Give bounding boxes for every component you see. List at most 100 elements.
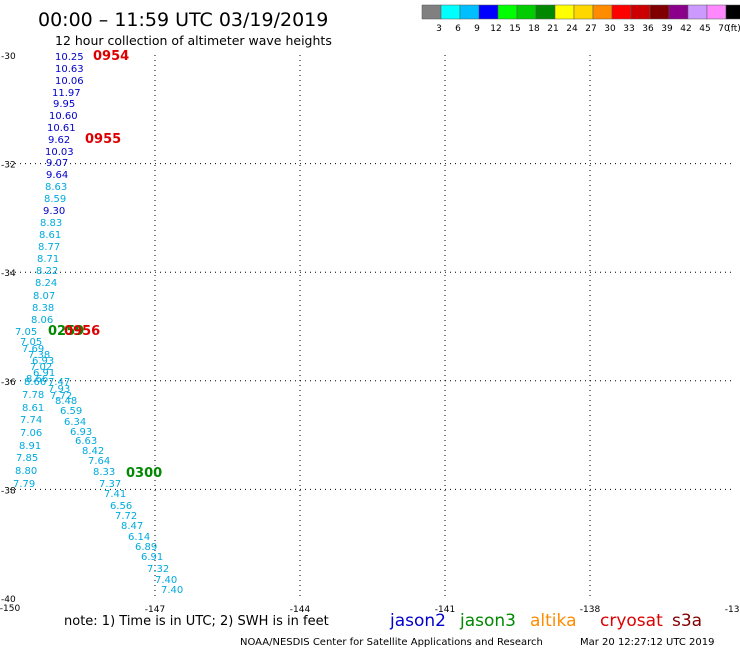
satellite-legend-item: cryosat — [600, 611, 663, 631]
satellite-legend-item: jason2 — [389, 611, 446, 631]
wave-height-label: 8.47 — [121, 521, 143, 532]
legend-label: 39 — [661, 24, 673, 34]
wave-height-label: 9.64 — [46, 170, 68, 181]
lon-tick-label: -138 — [580, 605, 601, 615]
wave-height-label: 8.33 — [93, 467, 115, 478]
page-title: 00:00 – 11:59 UTC 03/19/2019 — [38, 9, 328, 31]
legend-swatch — [421, 4, 442, 20]
wave-height-label: 10.03 — [45, 147, 74, 158]
wave-height-label: 8.77 — [38, 242, 60, 253]
wave-height-label: 7.69 — [22, 344, 44, 355]
legend-swatch — [630, 4, 651, 20]
wave-height-label: 6.14 — [128, 532, 150, 543]
lat-tick-label: -36 — [1, 378, 16, 388]
wave-height-label: 7.79 — [13, 479, 35, 490]
footer-timestamp: Mar 20 12:27:12 UTC 2019 — [580, 637, 715, 648]
legend-swatch — [687, 4, 708, 20]
wave-height-label: 7.06 — [20, 428, 42, 439]
wave-height-label: 6.91 — [141, 552, 163, 563]
wave-height-labels: 10.2510.6310.0611.979.9510.6010.619.6210… — [13, 52, 183, 596]
wave-height-label: 7.64 — [88, 456, 110, 467]
wave-height-label: 8.06 — [31, 315, 53, 326]
wave-height-label: 7.02 — [30, 362, 52, 373]
legend-label: 27 — [585, 24, 596, 34]
legend-swatch — [592, 4, 613, 20]
satellite-legend-item: s3a — [672, 611, 702, 631]
wave-height-label: 8.66 — [24, 377, 46, 388]
lat-tick-label: -30 — [1, 52, 16, 62]
legend-label: 6 — [455, 24, 461, 34]
wave-height-label: 7.72 — [50, 391, 72, 402]
pass-time-label: 0259 — [48, 324, 84, 339]
wave-height-label: 7.41 — [104, 489, 126, 500]
pass-time-label: 0954 — [93, 49, 129, 64]
wave-height-label: 10.63 — [55, 64, 84, 75]
footer-credit: NOAA/NESDIS Center for Satellite Applica… — [240, 637, 543, 648]
wave-height-label: 8.63 — [45, 182, 67, 193]
wave-height-label: 6.59 — [60, 406, 82, 417]
lon-tick-label: -141 — [435, 605, 455, 615]
wave-height-label: 7.93 — [48, 384, 70, 395]
lon-tick-label: -144 — [290, 605, 311, 615]
legend-swatch — [573, 4, 594, 20]
wave-height-label: 6.93 — [70, 427, 92, 438]
legend-label: 15 — [509, 24, 520, 34]
wave-height-label: 8.83 — [40, 218, 62, 229]
wave-height-label: 6.63 — [75, 436, 97, 447]
wave-height-label: 6.93 — [32, 356, 54, 367]
legend-label: 70 — [718, 24, 730, 34]
wave-height-label: 8.59 — [44, 194, 66, 205]
wave-height-label: 7.05 — [15, 327, 37, 338]
wave-height-label: 10.61 — [47, 123, 76, 134]
wave-height-label: 10.06 — [55, 76, 84, 87]
pass-time-label: 0300 — [126, 466, 162, 481]
wave-height-label: 7.74 — [20, 415, 42, 426]
wave-height-label: 7.38 — [28, 350, 50, 361]
legend-label: 45 — [699, 24, 710, 34]
wave-height-label: 7.78 — [22, 390, 44, 401]
wave-height-label: 7.32 — [147, 564, 169, 575]
legend-swatch — [649, 4, 670, 20]
wave-height-label: 7.72 — [115, 511, 137, 522]
legend-swatch — [706, 4, 727, 20]
legend-label: 21 — [547, 24, 558, 34]
legend-swatch — [478, 4, 499, 20]
wave-height-label: 8.42 — [82, 446, 104, 457]
wave-height-label: 8.66 — [26, 374, 48, 385]
wave-height-label: 6.91 — [33, 368, 55, 379]
lon-tick-label: -135 — [725, 605, 740, 615]
wave-height-label: 8.61 — [39, 230, 61, 241]
color-scale-legend: 3 6 9 12 15 18 21 24 27 30 33 36 39 42 45 70(ft) — [421, 4, 740, 34]
page-subtitle: 12 hour collection of altimeter wave hei… — [55, 33, 332, 48]
legend-label: 30 — [604, 24, 616, 34]
legend-swatch — [554, 4, 575, 20]
legend-swatch — [611, 4, 632, 20]
wave-height-label: 8.38 — [32, 303, 54, 314]
wave-height-label: 9.07 — [46, 158, 68, 169]
legend-label: 9 — [474, 24, 480, 34]
wave-height-label: 7.40 — [161, 585, 183, 596]
wave-height-label: 8.61 — [22, 403, 44, 414]
map-grid — [10, 55, 735, 598]
wave-height-label: 8.07 — [33, 291, 55, 302]
legend-label: 12 — [490, 24, 501, 34]
wave-height-label: 11.97 — [52, 88, 81, 99]
axis-ticks: -30 -32 -34 -36 -38 -40-150 -147 -144 -141 -138 -1… — [0, 52, 740, 615]
legend-swatch — [459, 4, 480, 20]
satellite-legend-item: jason3 — [459, 611, 516, 631]
lat-tick-label: -40 — [1, 595, 16, 605]
lon-tick-label: -150 — [0, 604, 20, 614]
wave-height-label: 6.89 — [135, 542, 157, 553]
wave-height-label: 10.25 — [55, 52, 84, 63]
wave-height-label: 7.37 — [99, 479, 121, 490]
lat-tick-label: -38 — [1, 486, 16, 496]
legend-label: 24 — [566, 24, 578, 34]
legend-label: 18 — [528, 24, 540, 34]
legend-label: 42 — [680, 24, 691, 34]
wave-height-label: 8.24 — [35, 278, 57, 289]
legend-swatch — [497, 4, 518, 20]
legend-swatch — [440, 4, 461, 20]
pass-time-label: 0956 — [64, 324, 100, 339]
